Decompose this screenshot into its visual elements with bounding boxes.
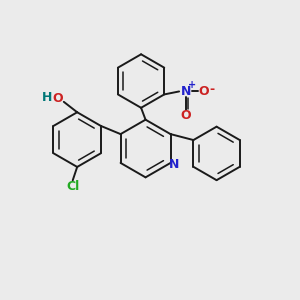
Text: Cl: Cl xyxy=(66,180,79,194)
Text: -: - xyxy=(210,83,215,97)
Text: +: + xyxy=(188,80,196,90)
Text: N: N xyxy=(169,158,180,171)
Text: H: H xyxy=(42,91,52,104)
Text: O: O xyxy=(180,109,191,122)
Text: O: O xyxy=(199,85,209,98)
Text: O: O xyxy=(52,92,63,105)
Text: N: N xyxy=(181,85,191,98)
